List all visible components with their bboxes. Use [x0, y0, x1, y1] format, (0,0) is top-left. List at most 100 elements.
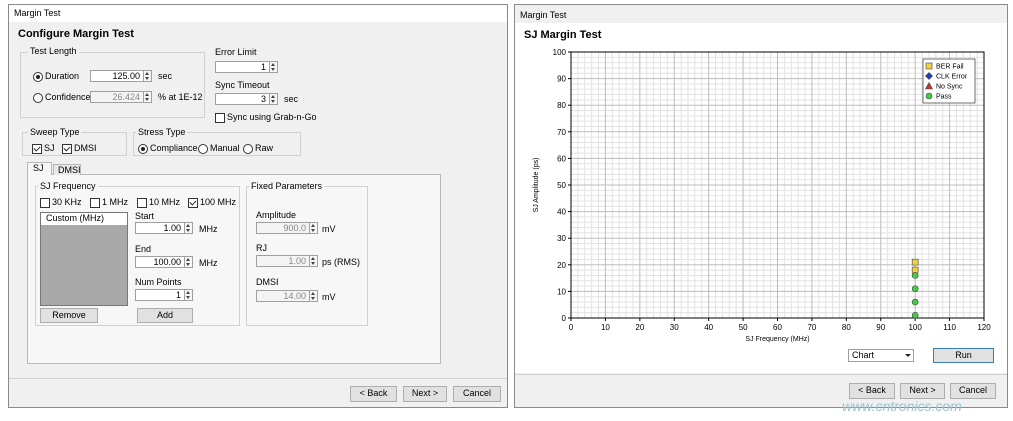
unit: sec	[158, 71, 173, 81]
checkbox-label: Sync using Grab-n-Go	[227, 112, 317, 122]
input[interactable]: 3	[215, 93, 270, 105]
button[interactable]: < Back	[350, 386, 397, 402]
button[interactable]: Add	[137, 308, 193, 323]
group-label: Sweep Type	[28, 127, 82, 138]
window-title: Margin Test	[520, 10, 567, 20]
y-tick-label: 40	[557, 208, 566, 217]
y-tick-label: 30	[557, 234, 566, 243]
radio[interactable]	[198, 144, 208, 154]
point	[911, 312, 919, 319]
y-tick-label: 90	[557, 75, 566, 84]
x-tick-label: 120	[977, 323, 991, 332]
group-label: Stress Type	[136, 127, 188, 138]
legend-label: CLK Error	[936, 74, 968, 81]
checkbox-label: 1 MHz	[102, 197, 129, 207]
button[interactable]: Next >	[403, 386, 447, 402]
input: 26.424	[90, 91, 144, 103]
button[interactable]: Next >	[900, 383, 945, 399]
y-tick-label: 20	[557, 261, 566, 270]
checkbox[interactable]	[40, 198, 50, 208]
radio[interactable]	[243, 144, 253, 154]
tab-panel	[27, 174, 441, 364]
point	[911, 258, 919, 266]
tab[interactable]: DMSI	[53, 164, 81, 175]
x-tick-label: 40	[704, 323, 713, 332]
input: 900.0	[256, 222, 310, 234]
label: Amplitude	[256, 210, 297, 220]
legend-marker	[925, 92, 933, 100]
x-tick-label: 10	[601, 323, 610, 332]
group-box	[35, 186, 240, 326]
radio-label: Confidence	[45, 92, 91, 102]
unit: sec	[284, 94, 299, 104]
legend-label: BER Fail	[936, 64, 964, 71]
x-tick-label: 50	[739, 323, 748, 332]
dropdown[interactable]: Chart	[848, 349, 914, 362]
input[interactable]: 125.00	[90, 70, 144, 82]
spinner[interactable]	[270, 93, 278, 105]
spinner	[310, 222, 318, 234]
y-tick-label: 70	[557, 128, 566, 137]
checkbox[interactable]	[215, 113, 225, 123]
x-tick-label: 20	[635, 323, 644, 332]
tab[interactable]: SJ	[27, 162, 52, 175]
group-box	[133, 132, 301, 156]
input[interactable]: 1	[215, 61, 270, 73]
x-axis-label: SJ Frequency (MHz)	[745, 336, 809, 343]
y-tick-label: 60	[557, 154, 566, 163]
spinner[interactable]	[185, 289, 193, 301]
legend-label: No Sync	[936, 84, 963, 91]
label: Error Limit	[215, 47, 257, 57]
label: Num Points	[135, 277, 182, 287]
dropdown-arrow	[905, 354, 911, 357]
button[interactable]: < Back	[849, 383, 895, 399]
x-tick-label: 30	[670, 323, 679, 332]
unit: mV	[322, 292, 336, 302]
button[interactable]: Remove	[40, 308, 98, 323]
point	[911, 285, 919, 293]
checkbox-label: SJ	[44, 143, 55, 153]
button[interactable]: Cancel	[453, 386, 501, 402]
button[interactable]: Run	[933, 348, 994, 363]
checkbox[interactable]	[62, 144, 72, 154]
unit: MHz	[199, 258, 218, 268]
spinner[interactable]	[270, 61, 278, 73]
checkbox-label: 10 MHz	[149, 197, 181, 207]
radio-label: Manual	[210, 143, 240, 153]
x-tick-label: 90	[876, 323, 885, 332]
radio[interactable]	[138, 144, 148, 154]
button[interactable]: Cancel	[950, 383, 996, 399]
unit: % at 1E-12	[158, 92, 203, 102]
x-tick-label: 70	[807, 323, 816, 332]
checkbox[interactable]	[90, 198, 100, 208]
list-header: Custom (MHz)	[41, 213, 127, 225]
input[interactable]: 100.00	[135, 256, 185, 268]
listbox[interactable]	[40, 212, 128, 306]
window-title: Margin Test	[14, 8, 61, 18]
checkbox[interactable]	[188, 198, 198, 208]
separator	[9, 378, 507, 379]
label: Start	[135, 211, 155, 221]
radio-label: Compliance	[150, 143, 198, 153]
label: RJ	[256, 243, 267, 253]
unit: mV	[322, 224, 336, 234]
input[interactable]: 1.00	[135, 222, 185, 234]
input[interactable]: 1	[135, 289, 185, 301]
y-tick-label: 80	[557, 101, 566, 110]
radio[interactable]	[33, 72, 43, 82]
spinner[interactable]	[144, 70, 152, 82]
label: DMSI	[256, 277, 279, 287]
checkbox[interactable]	[137, 198, 147, 208]
checkbox[interactable]	[32, 144, 42, 154]
unit: MHz	[199, 224, 218, 234]
heading: SJ Margin Test	[524, 29, 602, 41]
radio-label: Duration	[45, 71, 80, 81]
title-bar	[9, 5, 507, 22]
radio[interactable]	[33, 93, 43, 103]
spinner	[310, 290, 318, 302]
spinner[interactable]	[185, 222, 193, 234]
point	[911, 298, 919, 306]
spinner[interactable]	[185, 256, 193, 268]
y-tick-label: 0	[562, 314, 567, 323]
y-tick-label: 50	[557, 181, 566, 190]
